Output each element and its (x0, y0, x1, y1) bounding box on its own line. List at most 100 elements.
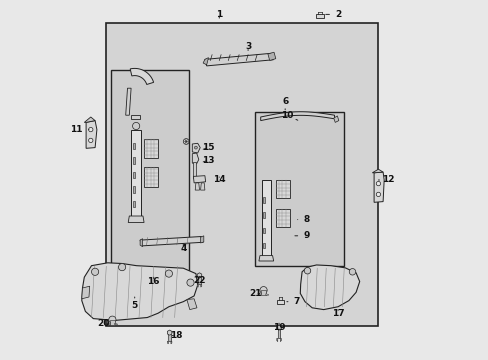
Bar (255, 112, 343, 266)
Text: 9: 9 (294, 231, 309, 240)
Text: 17: 17 (331, 309, 344, 318)
Bar (276, 300, 284, 303)
Circle shape (165, 270, 172, 277)
Polygon shape (371, 169, 382, 173)
Bar (132, 186, 135, 193)
Polygon shape (197, 284, 198, 287)
Bar (277, 328, 280, 338)
Polygon shape (265, 294, 268, 295)
Text: 21: 21 (248, 289, 261, 298)
Bar (261, 290, 265, 295)
Text: 19: 19 (272, 323, 285, 332)
Polygon shape (131, 115, 140, 119)
Bar (276, 209, 289, 227)
Text: 16: 16 (147, 277, 160, 286)
Circle shape (118, 264, 125, 271)
Bar (143, 167, 158, 187)
Text: 12: 12 (378, 175, 394, 184)
Text: 20: 20 (97, 320, 109, 328)
Circle shape (348, 269, 355, 275)
Polygon shape (280, 338, 281, 342)
Text: 15: 15 (202, 143, 214, 152)
Polygon shape (260, 112, 334, 121)
Polygon shape (171, 341, 172, 344)
Text: 14: 14 (213, 175, 225, 184)
Text: 5: 5 (131, 297, 138, 310)
Polygon shape (125, 88, 131, 115)
Text: 3: 3 (244, 42, 251, 51)
Bar (263, 212, 265, 218)
Polygon shape (203, 58, 208, 65)
Polygon shape (167, 330, 171, 335)
Bar (276, 180, 289, 198)
Bar (132, 143, 135, 149)
Polygon shape (267, 52, 275, 60)
Text: 7: 7 (286, 297, 299, 306)
Polygon shape (107, 323, 110, 325)
Polygon shape (258, 256, 273, 261)
Circle shape (194, 146, 197, 149)
Bar (132, 201, 135, 207)
Bar (316, 14, 324, 18)
Polygon shape (140, 237, 203, 246)
Circle shape (91, 268, 99, 275)
Bar (132, 172, 135, 178)
Polygon shape (86, 121, 97, 148)
Text: 13: 13 (202, 156, 214, 165)
Polygon shape (300, 265, 359, 310)
Polygon shape (84, 117, 95, 122)
Text: 22: 22 (193, 276, 205, 284)
Polygon shape (192, 153, 199, 164)
Bar (193, 162, 195, 178)
Polygon shape (197, 273, 202, 278)
Polygon shape (276, 338, 277, 342)
Bar (261, 180, 270, 256)
Polygon shape (193, 176, 205, 183)
Circle shape (132, 122, 140, 130)
Polygon shape (200, 236, 203, 243)
Bar (263, 228, 265, 233)
Text: 11: 11 (70, 125, 89, 134)
Polygon shape (373, 172, 384, 202)
Text: 18: 18 (169, 331, 182, 340)
Polygon shape (276, 325, 281, 330)
Bar (263, 243, 265, 248)
Polygon shape (195, 183, 199, 190)
Text: 10: 10 (280, 111, 297, 120)
Polygon shape (258, 294, 261, 295)
Polygon shape (167, 341, 168, 344)
Bar (111, 70, 188, 297)
Text: 4: 4 (180, 244, 186, 253)
Bar (131, 130, 141, 216)
Polygon shape (128, 216, 144, 222)
Polygon shape (200, 183, 204, 190)
Circle shape (304, 267, 310, 274)
Polygon shape (140, 239, 142, 247)
Polygon shape (81, 263, 197, 320)
Bar (263, 197, 265, 203)
Bar (168, 333, 171, 341)
Circle shape (88, 138, 93, 143)
Text: 2: 2 (325, 10, 341, 19)
Polygon shape (114, 323, 117, 325)
Bar (110, 320, 114, 325)
Bar (106, 23, 377, 326)
Text: 8: 8 (297, 215, 309, 224)
Bar (198, 275, 201, 284)
Polygon shape (192, 143, 200, 153)
Polygon shape (81, 286, 89, 299)
Text: 6: 6 (282, 97, 288, 110)
Text: 1: 1 (216, 10, 222, 19)
Bar (132, 157, 135, 164)
Polygon shape (204, 53, 273, 66)
Circle shape (108, 316, 116, 323)
Polygon shape (130, 68, 153, 85)
Circle shape (375, 192, 380, 197)
Circle shape (88, 127, 93, 132)
Circle shape (183, 139, 189, 144)
Bar (143, 139, 158, 158)
Polygon shape (201, 284, 202, 287)
Circle shape (375, 181, 380, 186)
Circle shape (260, 287, 266, 294)
Circle shape (186, 279, 194, 286)
